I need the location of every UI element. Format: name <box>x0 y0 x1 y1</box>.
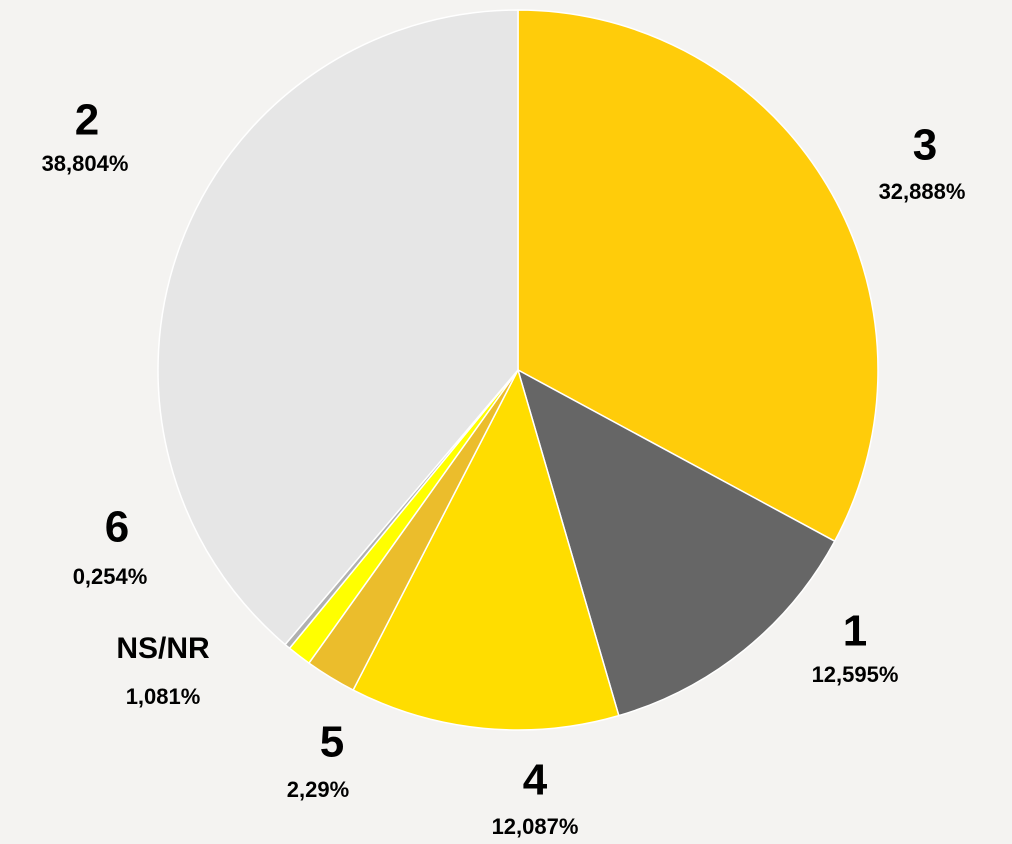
value-label: 2,29% <box>287 777 349 802</box>
category-label: 5 <box>320 718 344 767</box>
pie-slice <box>517 9 879 543</box>
category-label: 6 <box>105 503 129 552</box>
value-label: 12,595% <box>812 662 899 687</box>
pie-slice <box>157 9 519 646</box>
category-label: 1 <box>843 607 867 656</box>
category-label: 3 <box>913 121 937 170</box>
category-label: 4 <box>523 756 548 805</box>
value-label: 12,087% <box>492 814 579 839</box>
pie-slice <box>352 367 620 731</box>
value-label: 1,081% <box>126 684 201 709</box>
value-label: 32,888% <box>879 179 966 204</box>
category-label: NS/NR <box>116 632 210 665</box>
value-label: 0,254% <box>73 564 148 589</box>
category-label: 2 <box>75 96 99 145</box>
value-label: 38,804% <box>42 151 129 176</box>
pie-slice <box>516 368 836 717</box>
